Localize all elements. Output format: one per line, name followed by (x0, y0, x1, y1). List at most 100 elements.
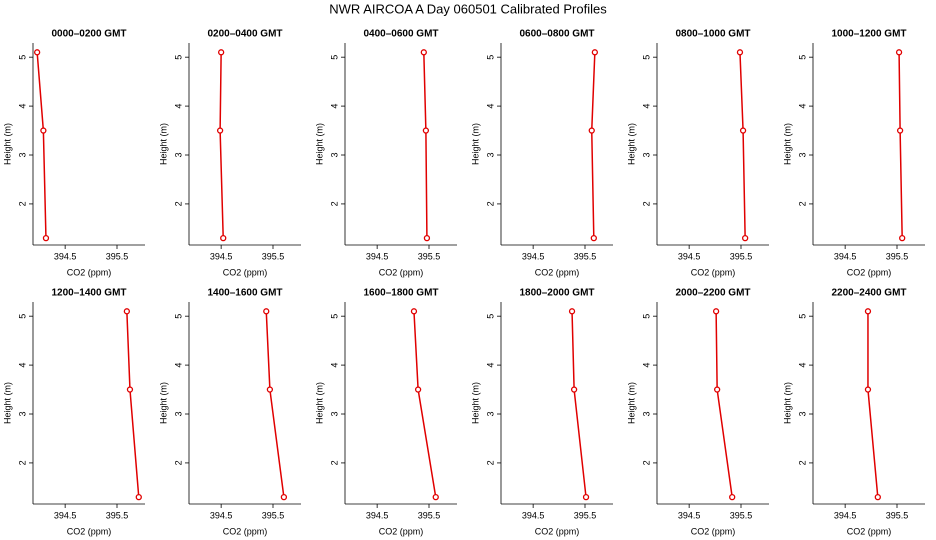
profile-line (219, 52, 224, 239)
x-tick-label: 394.5 (54, 251, 77, 261)
profile-point (423, 235, 431, 242)
profile-line (265, 311, 285, 498)
panel-title: 1800–2000 GMT (519, 288, 594, 299)
panel-title: 1000–1200 GMT (831, 29, 906, 40)
profile-line (36, 52, 47, 239)
profile-point (420, 49, 427, 56)
y-tick-label: 3 (797, 152, 807, 157)
y-axis-label: Height (m) (626, 382, 636, 424)
x-axis-label: CO2 (ppm) (847, 267, 892, 277)
profile-point (896, 127, 904, 134)
x-tick-label: 394.5 (210, 251, 233, 261)
x-tick-label: 395.5 (886, 510, 909, 520)
x-tick-label: 395.5 (574, 251, 597, 261)
profile-point (266, 386, 274, 393)
profile-line (423, 52, 428, 239)
profile-point (582, 494, 590, 501)
y-axis-label: Height (m) (470, 382, 480, 424)
y-tick-label: 4 (485, 104, 495, 109)
panel-title: 0600–0800 GMT (519, 29, 594, 40)
x-axis-label: CO2 (ppm) (223, 267, 268, 277)
y-tick-label: 3 (173, 411, 183, 416)
y-axis-label: Height (m) (2, 123, 12, 165)
y-tick-label: 5 (173, 314, 183, 319)
y-tick-label: 3 (641, 152, 651, 157)
x-axis-label: CO2 (ppm) (67, 267, 112, 277)
y-axis-label: Height (m) (158, 382, 168, 424)
y-tick-label: 2 (329, 201, 339, 206)
profile-point (591, 49, 599, 56)
y-tick-label: 4 (173, 363, 183, 368)
panel-title: 1400–1600 GMT (207, 288, 282, 299)
profile-point (729, 494, 736, 501)
profile-point (864, 386, 872, 393)
y-tick-label: 2 (17, 201, 27, 206)
x-tick-label: 395.5 (106, 251, 129, 261)
y-tick-label: 4 (797, 104, 807, 109)
y-tick-label: 3 (797, 411, 807, 416)
y-tick-label: 4 (329, 104, 339, 109)
profile-point (220, 235, 227, 242)
y-tick-label: 3 (17, 152, 27, 157)
y-tick-label: 5 (173, 55, 183, 60)
profile-point (280, 494, 288, 501)
y-tick-label: 2 (329, 460, 339, 465)
x-tick-label: 394.5 (522, 510, 545, 520)
profile-line (413, 311, 437, 498)
y-axis-label: Height (m) (314, 123, 324, 165)
profile-point (739, 127, 747, 134)
profile-line (898, 52, 903, 239)
panel-title: 0400–0600 GMT (363, 29, 438, 40)
y-tick-label: 2 (797, 460, 807, 465)
y-tick-label: 4 (329, 363, 339, 368)
panel-title: 1600–1800 GMT (363, 288, 438, 299)
profile-point (712, 308, 720, 315)
x-tick-label: 395.5 (262, 510, 285, 520)
x-axis-label: CO2 (ppm) (691, 526, 736, 536)
x-tick-label: 394.5 (834, 510, 857, 520)
y-tick-label: 2 (173, 201, 183, 206)
profile-point (899, 235, 906, 242)
profile-point (135, 494, 142, 501)
profile-point (741, 235, 749, 242)
y-tick-label: 5 (329, 55, 339, 60)
profile-point (40, 127, 47, 134)
profile-point (895, 49, 903, 56)
y-tick-label: 3 (485, 411, 495, 416)
y-tick-label: 2 (485, 201, 495, 206)
x-axis-label: CO2 (ppm) (379, 267, 424, 277)
x-tick-label: 394.5 (366, 510, 389, 520)
x-axis-label: CO2 (ppm) (847, 526, 892, 536)
x-tick-label: 394.5 (366, 251, 389, 261)
y-tick-label: 4 (17, 104, 27, 109)
y-tick-label: 5 (17, 55, 27, 60)
profile-point (33, 49, 41, 56)
y-tick-label: 4 (641, 104, 651, 109)
panel-title: 1200–1400 GMT (51, 288, 126, 299)
panel-title: 0200–0400 GMT (207, 29, 282, 40)
x-axis-label: CO2 (ppm) (691, 267, 736, 277)
y-tick-label: 2 (641, 201, 651, 206)
profile-point (422, 127, 430, 134)
profile-point (570, 386, 578, 393)
y-axis-label: Height (m) (782, 123, 792, 165)
figure-title: NWR AIRCOA A Day 060501 Calibrated Profi… (329, 1, 607, 16)
y-tick-label: 2 (641, 460, 651, 465)
y-tick-label: 3 (485, 152, 495, 157)
x-tick-label: 394.5 (210, 510, 233, 520)
y-tick-label: 2 (797, 201, 807, 206)
profile-line (739, 52, 746, 239)
profile-line (571, 311, 587, 498)
panel-title: 0000–0200 GMT (51, 29, 126, 40)
y-axis-label: Height (m) (158, 123, 168, 165)
panel-title: 0800–1000 GMT (675, 29, 750, 40)
y-tick-label: 4 (797, 363, 807, 368)
profile-point (263, 308, 270, 315)
y-axis-label: Height (m) (470, 123, 480, 165)
x-tick-label: 395.5 (106, 510, 129, 520)
profile-point (432, 494, 439, 501)
y-axis-label: Height (m) (782, 382, 792, 424)
x-tick-label: 395.5 (574, 510, 597, 520)
y-tick-label: 3 (17, 411, 27, 416)
